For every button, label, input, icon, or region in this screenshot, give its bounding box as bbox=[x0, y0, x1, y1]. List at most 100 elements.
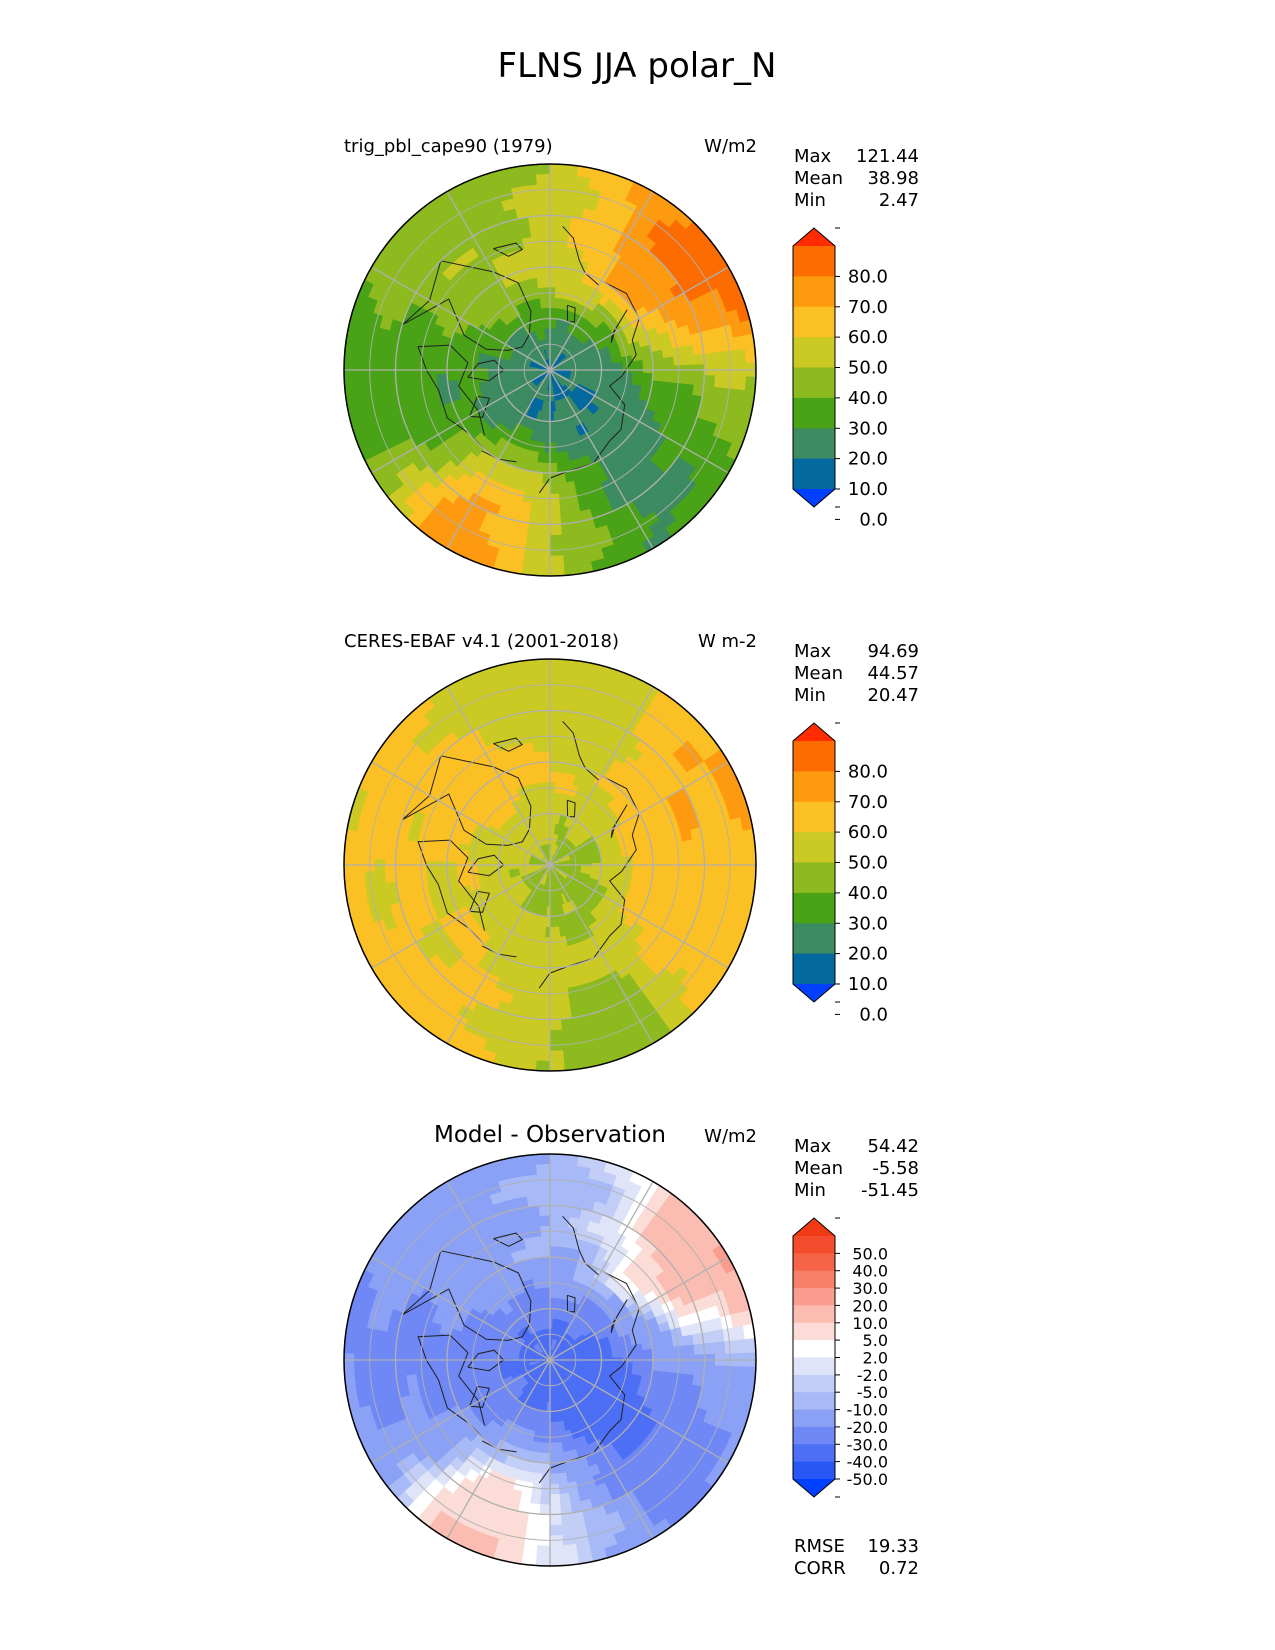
field-cell bbox=[436, 875, 449, 886]
coastline-segment bbox=[610, 309, 628, 343]
field-cell bbox=[375, 1376, 389, 1391]
field-cell bbox=[549, 503, 561, 515]
figure-title: FLNS JJA polar_N bbox=[498, 46, 777, 86]
field-cell bbox=[535, 1154, 551, 1166]
field-cell bbox=[541, 256, 551, 268]
field-cell bbox=[565, 480, 577, 493]
field-cell bbox=[344, 362, 345, 378]
colorbar-segment bbox=[793, 862, 835, 894]
colorbar-segment bbox=[793, 832, 835, 864]
field-cell bbox=[526, 1017, 540, 1030]
field-cell bbox=[529, 997, 542, 1010]
field-cell bbox=[703, 1365, 716, 1378]
field-cell bbox=[534, 1565, 551, 1566]
field-cell bbox=[549, 164, 565, 176]
field-cell bbox=[549, 710, 562, 722]
field-cell bbox=[600, 363, 613, 369]
field-cell bbox=[703, 352, 716, 365]
colorbar-tick-label: 40.0 bbox=[848, 883, 888, 904]
stat-value: 38.98 bbox=[867, 168, 919, 189]
field-cell bbox=[652, 1347, 664, 1357]
field-cell bbox=[549, 957, 558, 969]
field-cell bbox=[600, 858, 613, 864]
field-cell bbox=[354, 844, 366, 859]
field-cell bbox=[477, 866, 489, 873]
field-cell bbox=[544, 792, 551, 804]
field-cell bbox=[557, 976, 568, 989]
field-cell bbox=[549, 1194, 562, 1207]
field-cell bbox=[549, 998, 561, 1010]
field-cell bbox=[541, 1236, 551, 1248]
field-cell bbox=[562, 669, 578, 682]
field-cell bbox=[549, 659, 565, 671]
field-cell bbox=[355, 389, 368, 405]
field-cell bbox=[522, 1048, 538, 1061]
field-cell bbox=[395, 353, 407, 366]
field-cell bbox=[559, 512, 572, 525]
field-cell bbox=[549, 451, 557, 464]
field-cell bbox=[703, 847, 716, 860]
field-cell bbox=[539, 720, 551, 732]
field-cell bbox=[640, 1341, 653, 1351]
field-cell bbox=[533, 1246, 544, 1259]
field-cell bbox=[652, 373, 664, 383]
colorbar-tick-label: 0.0 bbox=[859, 1004, 888, 1025]
field-cell bbox=[565, 1470, 577, 1483]
field-cell bbox=[558, 1492, 571, 1505]
field-cell bbox=[734, 871, 746, 886]
field-cell bbox=[525, 1522, 539, 1536]
field-cell bbox=[693, 1343, 705, 1356]
field-cell bbox=[560, 205, 574, 218]
field-cell bbox=[384, 375, 397, 388]
field-cell bbox=[384, 1365, 397, 1378]
field-cell bbox=[537, 534, 551, 546]
colorbar-tick-label: 70.0 bbox=[848, 792, 888, 813]
field-cell bbox=[523, 742, 535, 755]
field-cell bbox=[549, 1154, 565, 1166]
field-cell bbox=[662, 851, 674, 862]
field-cell bbox=[525, 1184, 539, 1198]
field-cell bbox=[549, 575, 566, 576]
colorbar-tick-label: 30.0 bbox=[848, 418, 888, 439]
field-cell bbox=[405, 354, 418, 366]
colorbar-segment bbox=[793, 741, 835, 772]
field-cell bbox=[549, 462, 558, 474]
field-cell bbox=[436, 357, 448, 367]
field-cell bbox=[426, 1346, 438, 1357]
field-cell bbox=[556, 956, 565, 969]
field-cell bbox=[560, 700, 574, 713]
field-cell bbox=[561, 1027, 575, 1041]
field-cell bbox=[549, 720, 561, 732]
field-cell bbox=[651, 844, 664, 855]
field-cell bbox=[523, 1237, 535, 1250]
panel-difference-map bbox=[344, 1154, 756, 1566]
field-cell bbox=[539, 503, 551, 515]
field-cell bbox=[436, 1370, 449, 1381]
field-cell bbox=[559, 1205, 572, 1218]
field-cell bbox=[426, 356, 438, 367]
field-cell bbox=[549, 194, 563, 206]
field-cell bbox=[344, 1366, 346, 1383]
panel-observation: CERES-EBAF v4.1 (2001-2018) W m-2 Max 94.… bbox=[343, 631, 919, 1072]
field-cell bbox=[754, 347, 756, 364]
graticule-meridian bbox=[357, 369, 551, 482]
field-cell bbox=[755, 1352, 756, 1368]
field-cell bbox=[375, 386, 389, 401]
field-cell bbox=[651, 1339, 664, 1350]
stat-label: Max bbox=[794, 146, 832, 167]
field-cell bbox=[640, 846, 653, 856]
field-cell bbox=[549, 1008, 562, 1020]
colorbar-tick-label: 20.0 bbox=[848, 944, 888, 965]
coastline-segment bbox=[493, 242, 524, 257]
field-cell bbox=[344, 348, 356, 364]
field-cell bbox=[537, 1524, 551, 1536]
field-cell bbox=[549, 1524, 563, 1536]
field-cell bbox=[641, 853, 654, 863]
field-cell bbox=[682, 869, 695, 881]
field-cell bbox=[549, 1544, 565, 1557]
field-cell bbox=[631, 359, 643, 368]
field-cell bbox=[519, 1216, 532, 1230]
field-cell bbox=[711, 339, 725, 354]
field-cell bbox=[533, 751, 544, 764]
